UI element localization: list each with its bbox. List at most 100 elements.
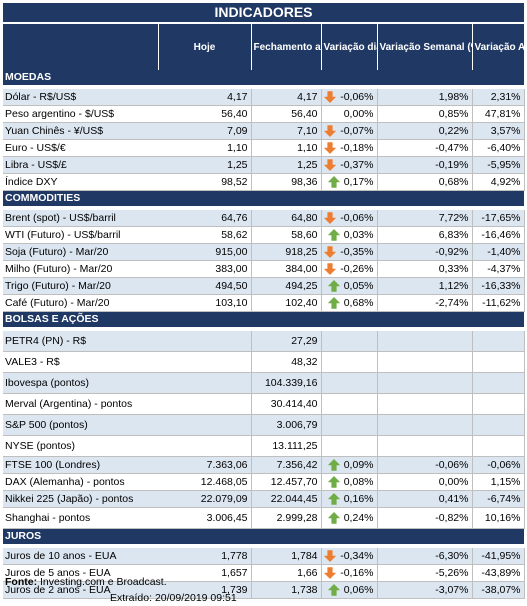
weekly-variation: 0,33%	[376, 260, 472, 278]
table-row: Yuan Chinês - ¥/US$ 7,09 7,10 -0,07% 0,22% 3,…	[3, 122, 525, 140]
footer-source-label: Fonte:	[5, 576, 38, 588]
annual-variation: -41,95%	[471, 548, 525, 565]
weekly-variation: 0,22%	[376, 122, 472, 140]
weekly-variation: 0,68%	[376, 173, 472, 191]
daily-variation: -0,07%	[324, 123, 375, 139]
weekly-variation	[376, 351, 472, 373]
arrow-up-icon	[327, 297, 340, 309]
indicator-name: Peso argentino - $/US$	[3, 105, 158, 123]
previous-close-value: 22.044,45	[250, 490, 321, 508]
arrow-down-icon	[324, 91, 337, 103]
daily-variation: 0,68%	[324, 295, 375, 311]
daily-variation: -0,06%	[324, 210, 375, 226]
annual-variation: -6,74%	[471, 490, 525, 508]
daily-variation: -0,37%	[324, 157, 375, 173]
table-row: Dólar - R$/US$ 4,17 4,17 -0,06% 1,98% 2,31%	[3, 89, 525, 106]
weekly-variation	[376, 435, 472, 457]
indicators-table: Hoje Fechamento anterior Variação diária…	[3, 24, 525, 599]
daily-variation-cell: 0,03%	[320, 226, 377, 244]
weekly-variation: 1,12%	[376, 277, 472, 295]
table-row: VALE3 - R$ 48,32	[3, 351, 525, 373]
daily-variation-cell	[320, 393, 377, 415]
daily-variation-cell: -0,18%	[320, 139, 377, 157]
daily-variation: 0,06%	[324, 582, 375, 598]
table-row: Libra - US$/£ 1,25 1,25 -0,37% -0,19% -5,95%	[3, 156, 525, 174]
weekly-variation	[376, 414, 472, 436]
arrow-down-icon	[324, 142, 337, 154]
daily-variation-value: -0,18%	[340, 142, 374, 154]
arrow-down-icon	[324, 125, 337, 137]
indicator-name: Euro - US$/€	[3, 139, 158, 157]
daily-variation-value: -0,06%	[340, 212, 374, 224]
daily-variation-value: 0,68%	[343, 297, 374, 309]
indicator-name: Juros de 10 anos - EUA	[3, 548, 158, 565]
indicator-name: Soja (Futuro) - Mar/20	[3, 243, 158, 261]
indicator-name: Yuan Chinês - ¥/US$	[3, 122, 158, 140]
indicator-name: DAX (Alemanha) - pontos	[3, 473, 158, 491]
annual-variation: 2,31%	[471, 89, 525, 106]
today-value	[158, 331, 251, 352]
today-value	[158, 372, 251, 394]
today-value: 12.468,05	[158, 473, 251, 491]
previous-close-value: 56,40	[250, 105, 321, 123]
table-row: Euro - US$/€ 1,10 1,10 -0,18% -0,47% -6,40%	[3, 139, 525, 157]
indicator-name: Índice DXY	[3, 173, 158, 191]
weekly-variation	[376, 372, 472, 394]
weekly-variation: -0,06%	[376, 456, 472, 474]
daily-variation: 0,16%	[324, 491, 375, 507]
weekly-variation: -5,26%	[376, 564, 472, 582]
daily-variation: -0,16%	[324, 565, 375, 581]
table-row: Juros de 10 anos - EUA 1,778 1,784 -0,34% -6…	[3, 548, 525, 565]
previous-close-value: 3.006,79	[250, 414, 321, 436]
previous-close-value: 30.414,40	[250, 393, 321, 415]
daily-variation-cell	[320, 331, 377, 352]
weekly-variation: 7,72%	[376, 210, 472, 227]
previous-close-value: 13.111,25	[250, 435, 321, 457]
today-value	[158, 393, 251, 415]
daily-variation-cell: 0,16%	[320, 490, 377, 508]
table-row: Milho (Futuro) - Mar/20 383,00 384,00 -0,26…	[3, 260, 525, 278]
indicator-name: PETR4 (PN) - R$	[3, 331, 158, 352]
table-row: Brent (spot) - US$/barril 64,76 64,80 -0,06…	[3, 210, 525, 227]
previous-close-value: 102,40	[250, 294, 321, 312]
today-value: 915,00	[158, 243, 251, 261]
annual-variation: -16,33%	[471, 277, 525, 295]
annual-variation: -0,06%	[471, 456, 525, 474]
table-row: Shanghai - pontos 3.006,45 2.999,28 0,24% -0…	[3, 507, 525, 529]
indicator-name: Nikkei 225 (Japão) - pontos	[3, 490, 158, 508]
previous-close-value: 494,25	[250, 277, 321, 295]
previous-close-value: 64,80	[250, 210, 321, 227]
indicator-name: Trigo (Futuro) - Mar/20	[3, 277, 158, 295]
previous-close-value: 12.457,70	[250, 473, 321, 491]
indicator-name: Juros de 2 anos - EUA	[3, 581, 158, 599]
previous-close-value: 48,32	[250, 351, 321, 373]
daily-variation-cell: 0,06%	[320, 581, 377, 599]
annual-variation: -16,46%	[471, 226, 525, 244]
footer-extracted: Extraído: 20/09/2019 09:51	[110, 592, 237, 604]
annual-variation	[471, 351, 525, 373]
arrow-down-icon	[324, 550, 337, 562]
previous-close-value: 1,66	[250, 564, 321, 582]
arrow-down-icon	[324, 246, 337, 258]
arrow-down-icon	[324, 567, 337, 579]
weekly-variation: 0,41%	[376, 490, 472, 508]
section-title: JUROS	[3, 528, 524, 544]
table-row: FTSE 100 (Londres) 7.363,06 7.356,42 0,09% -…	[3, 456, 525, 474]
table-row: S&P 500 (pontos) 3.006,79	[3, 414, 525, 436]
indicator-name: Shanghai - pontos	[3, 507, 158, 529]
daily-variation-value: -0,26%	[340, 263, 374, 275]
section-title: COMMODITIES	[3, 190, 524, 206]
daily-variation: 0,09%	[324, 457, 375, 473]
daily-variation: -0,26%	[324, 261, 375, 277]
daily-variation-cell: -0,06%	[320, 89, 377, 106]
annual-variation	[471, 414, 525, 436]
table-row: Café (Futuro) - Mar/20 103,10 102,40 0,68% -…	[3, 294, 525, 312]
table-row: Merval (Argentina) - pontos 30.414,40	[3, 393, 525, 415]
today-value: 1,657	[158, 564, 251, 582]
today-value: 56,40	[158, 105, 251, 123]
table-row: Soja (Futuro) - Mar/20 915,00 918,25 -0,35%…	[3, 243, 525, 261]
daily-variation: 0,17%	[324, 174, 375, 190]
daily-variation: -0,34%	[324, 548, 375, 564]
annual-variation: -17,65%	[471, 210, 525, 227]
page-title: INDICADORES	[3, 3, 524, 22]
